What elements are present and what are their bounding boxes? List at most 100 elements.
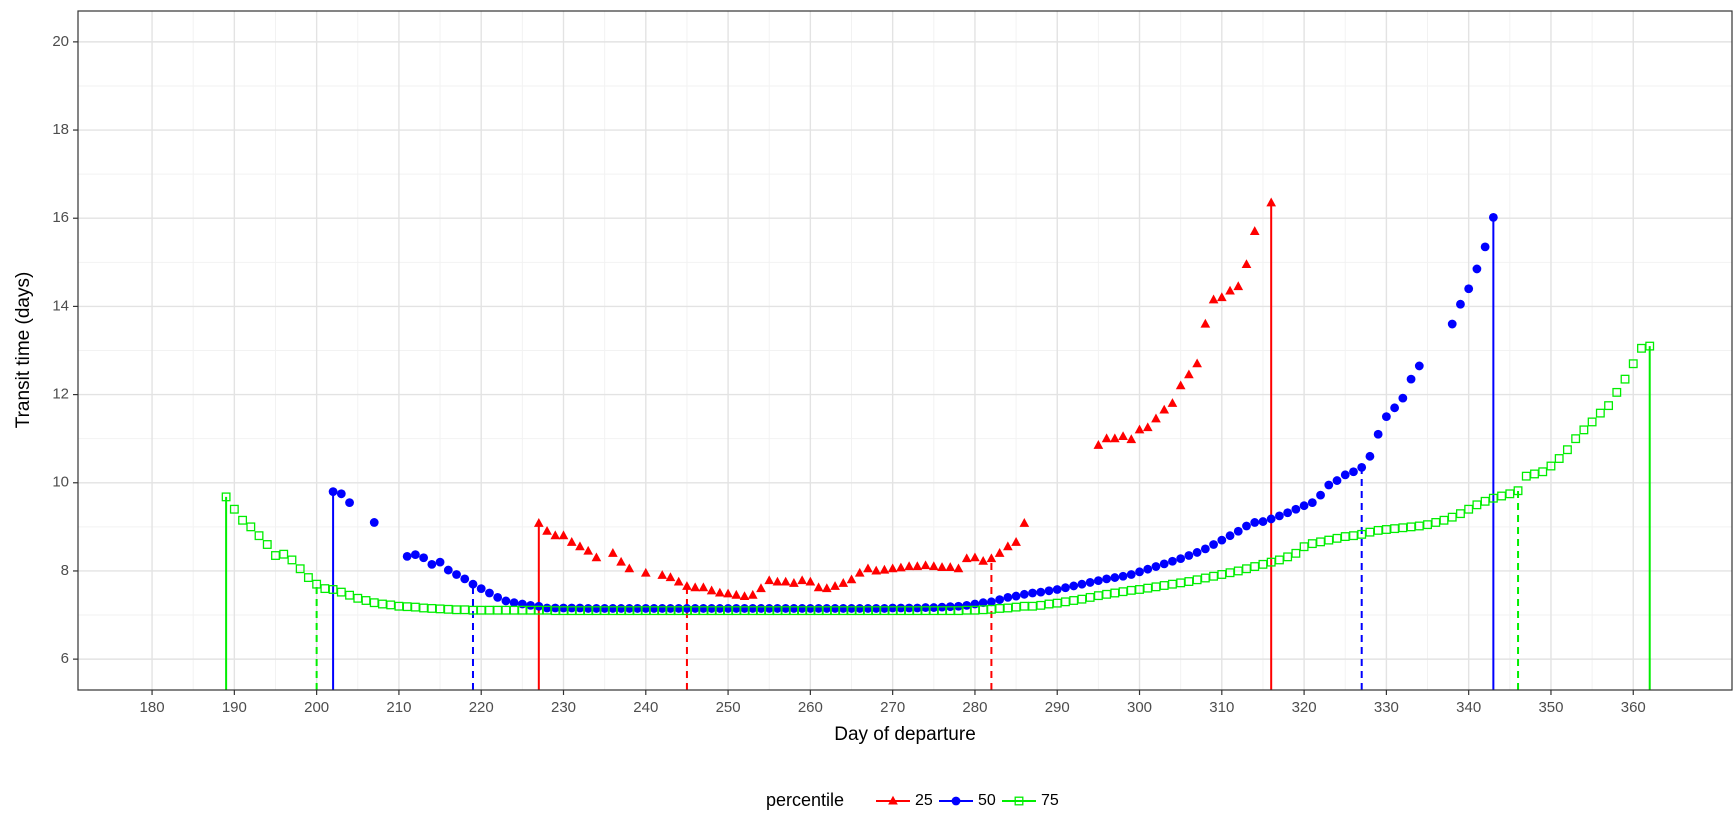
y-tick-label: 12 bbox=[52, 386, 69, 403]
x-tick-label: 290 bbox=[1045, 699, 1070, 716]
point bbox=[517, 599, 527, 609]
point bbox=[1225, 531, 1235, 541]
point bbox=[1283, 508, 1293, 518]
point bbox=[1176, 554, 1186, 564]
point bbox=[1109, 433, 1120, 443]
point bbox=[1085, 578, 1095, 587]
point bbox=[452, 570, 461, 579]
point bbox=[1225, 285, 1235, 295]
point bbox=[937, 562, 947, 571]
point bbox=[740, 604, 749, 613]
legend-label: 75 bbox=[1041, 792, 1059, 809]
point bbox=[912, 603, 922, 613]
point bbox=[246, 522, 256, 532]
point bbox=[1036, 587, 1046, 597]
point bbox=[1135, 567, 1144, 577]
point bbox=[1233, 281, 1244, 291]
point bbox=[1562, 445, 1572, 455]
point bbox=[739, 591, 750, 601]
point bbox=[1480, 242, 1490, 252]
point bbox=[1003, 541, 1013, 551]
point bbox=[682, 581, 692, 590]
legend-label: 25 bbox=[915, 792, 933, 809]
y-axis-title: Transit time (days) bbox=[13, 272, 34, 429]
y-tick-label: 14 bbox=[52, 297, 69, 314]
x-tick-label: 330 bbox=[1374, 699, 1399, 716]
point bbox=[558, 530, 569, 540]
point bbox=[1464, 284, 1474, 294]
point bbox=[1168, 556, 1177, 566]
point bbox=[920, 560, 931, 570]
point bbox=[229, 504, 239, 514]
y-tick-label: 20 bbox=[52, 33, 69, 50]
point bbox=[583, 545, 594, 555]
point bbox=[1102, 574, 1112, 584]
x-tick-label: 260 bbox=[798, 699, 823, 716]
point bbox=[896, 562, 906, 572]
point bbox=[781, 604, 791, 613]
point bbox=[1513, 486, 1523, 496]
point bbox=[369, 518, 379, 527]
x-tick-label: 350 bbox=[1538, 699, 1563, 716]
point bbox=[986, 553, 997, 563]
point bbox=[566, 537, 577, 546]
axes: 180 190 200 210 220 230 240 250 260 270 280 290 300 3… bbox=[52, 10, 1733, 716]
point bbox=[1101, 433, 1112, 443]
point bbox=[987, 597, 996, 607]
point bbox=[1571, 434, 1581, 444]
point bbox=[427, 559, 437, 569]
point bbox=[928, 561, 939, 571]
point bbox=[402, 552, 412, 561]
point bbox=[863, 604, 873, 613]
point bbox=[995, 595, 1005, 605]
x-tick-label: 300 bbox=[1127, 699, 1152, 716]
point bbox=[912, 561, 923, 571]
point bbox=[1052, 585, 1062, 594]
point bbox=[575, 541, 585, 551]
point bbox=[641, 604, 651, 613]
point bbox=[813, 582, 824, 592]
point bbox=[1242, 521, 1251, 531]
point bbox=[559, 603, 568, 613]
point bbox=[970, 552, 980, 562]
point bbox=[1291, 548, 1301, 558]
point bbox=[435, 557, 445, 567]
point bbox=[608, 548, 618, 557]
point bbox=[1579, 425, 1589, 435]
point bbox=[880, 604, 889, 613]
point bbox=[1538, 467, 1548, 477]
point bbox=[1554, 454, 1564, 463]
x-tick-label: 220 bbox=[469, 699, 494, 716]
point bbox=[1118, 571, 1128, 581]
point bbox=[780, 576, 791, 586]
point bbox=[1291, 504, 1301, 514]
point bbox=[1332, 476, 1342, 485]
point bbox=[698, 604, 708, 613]
point bbox=[797, 604, 807, 613]
point bbox=[410, 550, 420, 560]
point bbox=[1398, 393, 1408, 403]
point bbox=[1093, 440, 1104, 449]
point bbox=[221, 492, 231, 502]
point bbox=[830, 604, 840, 613]
point bbox=[657, 570, 668, 579]
point bbox=[1233, 526, 1243, 536]
point bbox=[994, 548, 1005, 557]
point bbox=[673, 576, 684, 586]
point bbox=[805, 576, 816, 586]
point bbox=[879, 564, 890, 574]
point bbox=[715, 604, 725, 613]
point bbox=[847, 604, 856, 613]
point bbox=[1011, 537, 1021, 546]
point bbox=[238, 515, 248, 525]
point bbox=[345, 498, 354, 508]
point bbox=[1456, 299, 1465, 309]
point bbox=[583, 604, 593, 613]
point bbox=[921, 603, 930, 612]
point bbox=[279, 549, 289, 559]
point bbox=[723, 588, 733, 598]
point bbox=[1200, 318, 1211, 328]
point bbox=[747, 589, 758, 599]
